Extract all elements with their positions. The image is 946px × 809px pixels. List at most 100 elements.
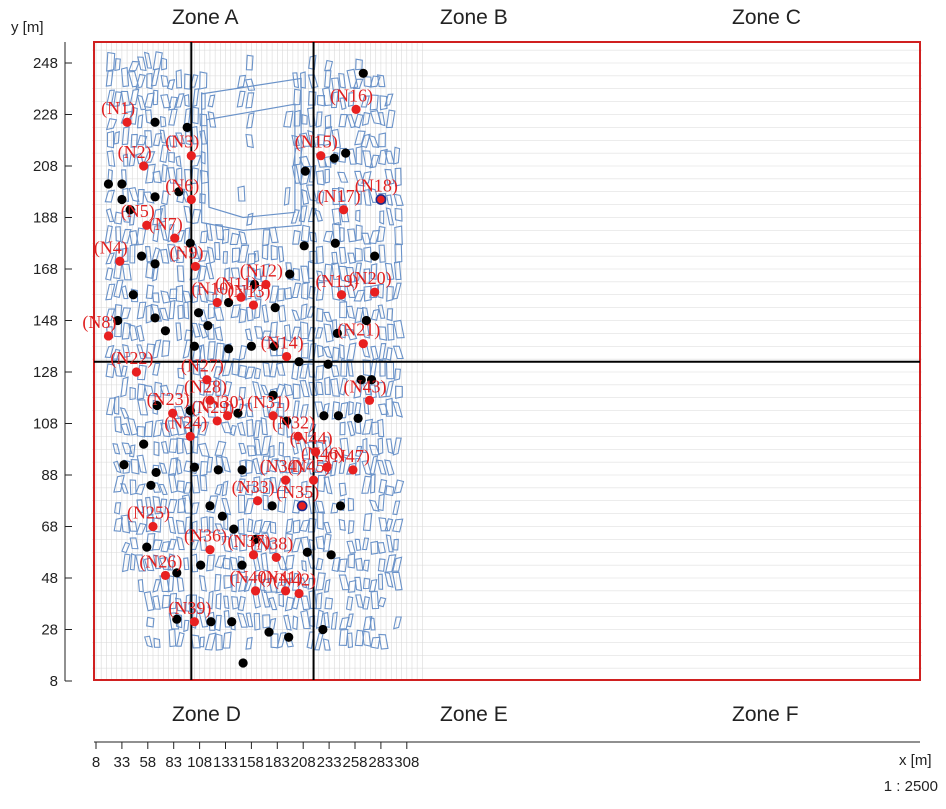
building-footprint [330, 377, 341, 397]
labeled-nodes: (N1) (N2) (N3) (N4) (N5) (N6) (N7) (N8) (N9) (N10… [82, 85, 398, 627]
building-footprint [106, 130, 115, 149]
building-footprint [298, 577, 308, 589]
junction-point [329, 153, 339, 163]
building-footprint [355, 58, 363, 71]
building-footprint [160, 422, 171, 438]
building-footprint [268, 226, 279, 244]
node-point [358, 339, 368, 349]
building-footprint [152, 399, 159, 415]
building-footprint [158, 307, 170, 322]
node-point [348, 465, 358, 475]
building-footprint [284, 286, 293, 300]
building-footprint [145, 284, 155, 300]
building-footprint [392, 556, 403, 572]
building-footprint [120, 483, 129, 494]
building-footprint [220, 455, 231, 473]
building-footprint [322, 533, 332, 552]
building-footprint [160, 190, 170, 206]
building-footprint [322, 345, 333, 359]
building-footprint [267, 577, 278, 593]
building-footprint [260, 455, 270, 476]
node-point [336, 290, 347, 300]
junction-point [233, 408, 243, 418]
node-point [364, 395, 375, 405]
building-footprint [369, 384, 377, 399]
building-footprint [191, 285, 200, 304]
building-footprint [369, 455, 379, 475]
building-footprint [152, 362, 161, 376]
building-footprint [338, 518, 346, 531]
building-footprint [330, 611, 338, 630]
node-label: (N21) [337, 320, 380, 341]
building-footprint [345, 596, 354, 611]
building-footprint [361, 630, 372, 647]
building-footprint [298, 438, 309, 456]
building-footprint [136, 301, 147, 320]
building-footprint [137, 578, 144, 593]
building-footprint [113, 211, 124, 225]
building-footprint [245, 92, 255, 109]
node-label: (N45) [288, 456, 331, 477]
building-footprint [339, 301, 348, 319]
building-footprint [324, 168, 330, 184]
building-footprint [370, 540, 379, 555]
building-footprint [177, 367, 185, 380]
node-point [212, 416, 222, 426]
building-footprint [112, 443, 121, 455]
building-footprint [176, 437, 184, 455]
junction-point [323, 359, 333, 369]
building-footprint [368, 444, 380, 456]
building-footprint [299, 363, 309, 379]
building-footprint [291, 282, 302, 299]
node-point [375, 194, 387, 205]
x-tick-label: 8 [92, 754, 100, 771]
building-footprint [339, 437, 350, 457]
building-footprint [169, 592, 178, 610]
building-footprint [292, 456, 300, 475]
building-footprint [299, 458, 311, 473]
junction-point [150, 259, 160, 269]
x-tick-label: 158 [239, 754, 264, 771]
building-footprint [184, 404, 192, 418]
building-footprint [198, 575, 207, 592]
building-footprint [161, 594, 171, 609]
building-footprint [369, 284, 379, 299]
node-point [148, 521, 158, 532]
building-footprint [198, 250, 209, 263]
node-label: (N25) [127, 503, 170, 524]
building-footprint [136, 94, 147, 111]
y-tick-label: 188 [33, 210, 58, 227]
node-point [268, 411, 278, 421]
building-footprint [190, 634, 201, 649]
node-point [115, 256, 125, 266]
junction-point [356, 375, 366, 385]
building-footprint [269, 321, 278, 338]
node-label: (N31) [247, 392, 290, 413]
junction-point [146, 480, 156, 490]
building-footprint [394, 368, 402, 382]
node-label: (N1) [101, 98, 135, 119]
building-footprint [315, 557, 324, 571]
building-footprint [207, 111, 217, 128]
building-footprint [322, 126, 333, 147]
building-footprint [176, 187, 186, 204]
junction-point [302, 547, 312, 557]
building-footprint [384, 518, 394, 532]
building-footprint [346, 632, 354, 649]
building-footprint [231, 596, 240, 610]
building-footprint [308, 381, 318, 397]
building-footprint [183, 93, 190, 108]
node-label: (N39) [168, 598, 211, 619]
building-footprint [354, 170, 365, 187]
building-footprint [346, 420, 356, 437]
node-point [271, 552, 281, 563]
building-footprint [300, 342, 309, 359]
building-footprint [392, 345, 404, 360]
junction-point [152, 400, 162, 411]
node-point [139, 161, 149, 171]
building-footprint [324, 59, 334, 72]
building-footprint [215, 592, 222, 610]
building-footprint [214, 483, 224, 496]
building-footprint [160, 204, 166, 224]
building-footprint [245, 133, 254, 149]
